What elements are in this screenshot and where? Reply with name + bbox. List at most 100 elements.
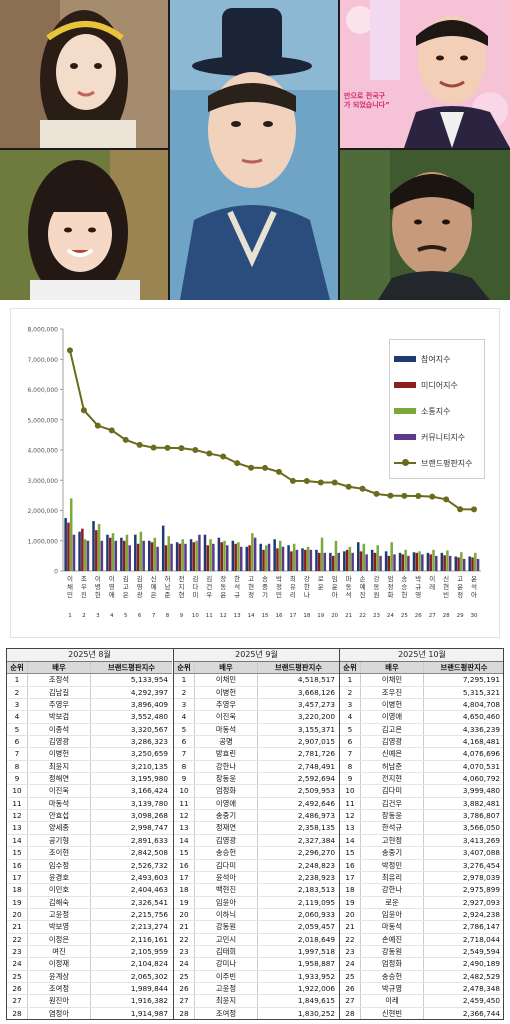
table-row: 3 이병헌 4,804,708	[340, 699, 503, 712]
actor-cell: 한석규	[361, 822, 424, 834]
actor-cell: 송승헌	[361, 970, 424, 982]
point-브랜드평판지수	[303, 477, 310, 484]
point-브랜드평판지수	[401, 492, 408, 499]
index-cell: 2,018,649	[297, 934, 335, 944]
y-tick-label: 8,000,000	[27, 327, 58, 334]
table-row: 20 임윤아 2,924,238	[340, 908, 503, 922]
table-row: 27 원진아 1,916,382	[7, 995, 172, 1008]
rank-cell: 17	[340, 871, 361, 884]
bar-소통지수	[125, 534, 129, 571]
bar-참여지수	[245, 546, 249, 571]
y-tick-label: 3,000,000	[27, 478, 58, 485]
x-category-label: 운	[318, 583, 324, 591]
index-cell: 2,998,747	[130, 823, 168, 833]
actor-cell: 이병헌	[361, 699, 424, 711]
actor-cell: 추영우	[195, 699, 258, 711]
rank-cell: 15	[174, 847, 195, 859]
promo-line-2: 가 되었습니다”	[344, 101, 390, 109]
x-category-label: 이	[67, 574, 73, 583]
header-index: 브랜드평판지수	[108, 663, 155, 672]
x-category-label: 정	[457, 590, 463, 599]
point-브랜드평판지수	[289, 477, 296, 484]
month-header: 2025년 10월	[340, 649, 503, 662]
index-cell: 3,786,807	[462, 811, 500, 821]
bar-미디어지수	[136, 543, 140, 571]
rank-cell: 3	[7, 699, 28, 711]
x-category-label: 김	[192, 575, 198, 583]
actor-cell: 이채민	[361, 674, 424, 686]
x-category-label: 광	[137, 591, 143, 599]
bar-참여지수	[384, 551, 388, 571]
x-number-label: 25	[401, 613, 408, 619]
legend-swatch	[394, 434, 416, 440]
actor-cell: 마동석	[195, 723, 258, 736]
index-cell: 3,250,659	[130, 749, 168, 759]
bar-소통지수	[362, 543, 366, 571]
index-cell: 3,566,050	[462, 823, 500, 833]
index-cell: 2,404,463	[130, 885, 168, 895]
x-category-label: 중	[262, 583, 268, 591]
bar-미디어지수	[81, 528, 84, 571]
x-category-label: 지	[178, 582, 184, 591]
index-cell: 1,849,615	[297, 996, 335, 1006]
promo-line-1: 만으로 전국구	[344, 92, 386, 100]
y-tick-label: 5,000,000	[27, 417, 58, 424]
table-row: 9 장동윤 2,592,694	[174, 773, 339, 786]
actor-cell: 이진욱	[195, 711, 258, 723]
x-category-label: 윤	[471, 575, 477, 583]
index-cell: 3,407,088	[462, 848, 500, 858]
rank-cell: 25	[7, 970, 28, 982]
bar-미디어지수	[401, 554, 405, 571]
table-row: 17 윤석아 2,238,923	[174, 871, 339, 885]
point-브랜드평판지수	[80, 407, 87, 414]
bar-소통지수	[348, 546, 352, 571]
bar-커뮤니티지수	[323, 552, 327, 571]
point-브랜드평판지수	[122, 436, 129, 443]
point-브랜드평판지수	[220, 453, 227, 460]
table-month-september: 2025년 9월 순위 배우 브랜드평판지수 1 이채민 4,518,517 2 이병헌 3,66…	[173, 649, 339, 1019]
index-cell: 2,327,384	[297, 835, 335, 845]
table-row: 22 손예진 2,718,044	[340, 933, 503, 946]
point-브랜드평판지수	[359, 485, 366, 492]
rank-cell: 1	[7, 674, 28, 686]
legend-label: 소통지수	[421, 406, 451, 416]
x-category-label: 우	[206, 591, 212, 599]
bar-소통지수	[111, 533, 115, 571]
rank-cell: 26	[7, 982, 28, 995]
index-cell: 2,748,491	[297, 761, 335, 771]
bar-참여지수	[370, 549, 374, 571]
table-row: 25 윤계상 2,065,302	[7, 970, 172, 983]
x-category-label: 우	[81, 583, 87, 591]
rank-cell: 6	[174, 736, 195, 748]
index-cell: 4,518,517	[297, 675, 335, 685]
x-category-label: 병	[95, 582, 101, 591]
index-cell: 5,315,321	[462, 687, 500, 697]
photo-actress-bangs-smiling	[0, 150, 168, 300]
bar-참여지수	[78, 531, 81, 571]
index-cell: 2,248,823	[297, 860, 335, 870]
index-cell: 7,295,191	[462, 675, 500, 685]
x-category-label: 송	[262, 575, 268, 583]
header-rank: 순위	[174, 662, 195, 674]
actor-cell: 신예은	[361, 748, 424, 760]
actor-cell: 이정은	[28, 933, 91, 945]
x-category-label: 김	[137, 575, 143, 583]
bar-미디어지수	[276, 548, 279, 571]
table-row: 26 조여정 1,989,844	[7, 982, 172, 996]
actor-cell: 이영애	[361, 711, 424, 723]
index-cell: 2,975,899	[462, 885, 500, 895]
actor-cell: 윤경호	[28, 871, 91, 884]
rank-cell: 7	[174, 748, 195, 760]
actor-cell: 조이현	[28, 847, 91, 859]
x-number-label: 15	[262, 613, 269, 619]
table-row: 24 엄정화 2,490,189	[340, 958, 503, 971]
rank-cell: 17	[7, 871, 28, 884]
x-category-label: 준	[165, 591, 171, 599]
index-cell: 2,492,646	[297, 798, 335, 808]
actor-cell: 고윤정	[28, 908, 91, 921]
x-category-label: 빈	[443, 590, 449, 599]
rank-cell: 13	[174, 822, 195, 834]
rank-cell: 16	[340, 859, 361, 871]
table-row: 15 조이현 2,842,508	[7, 847, 172, 860]
rank-cell: 9	[340, 773, 361, 785]
